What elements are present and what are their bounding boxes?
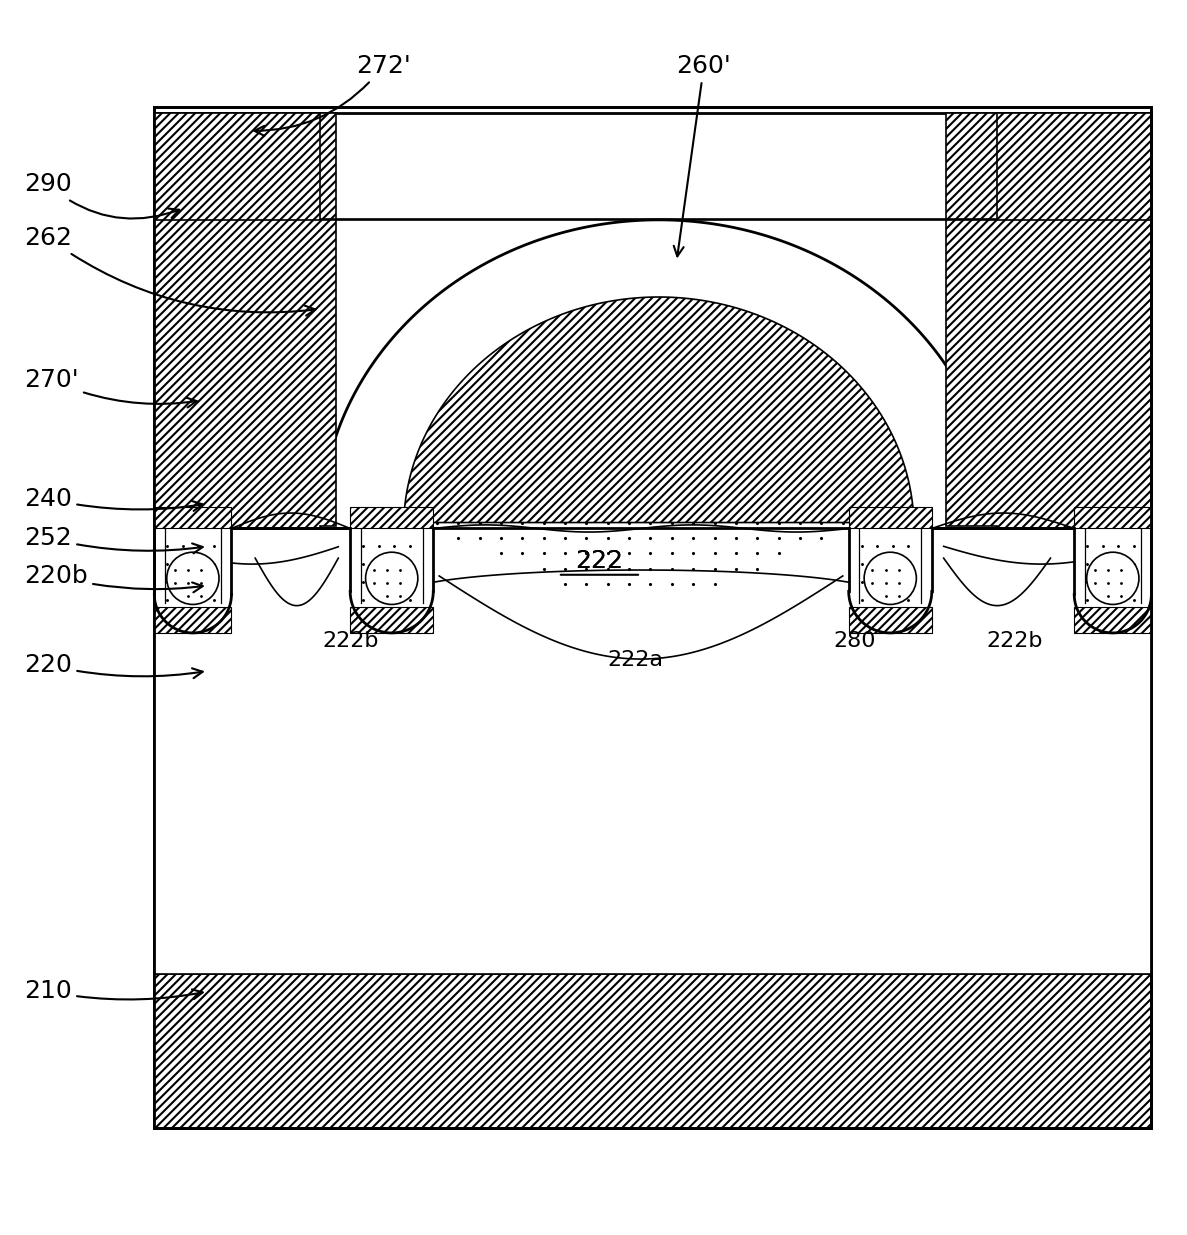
Circle shape	[1086, 552, 1140, 604]
Polygon shape	[154, 529, 231, 594]
Polygon shape	[350, 508, 433, 529]
Polygon shape	[154, 107, 1151, 1128]
Text: 272': 272'	[254, 53, 411, 136]
Circle shape	[366, 552, 418, 604]
Text: 220: 220	[24, 653, 203, 678]
Polygon shape	[154, 114, 1151, 529]
Polygon shape	[350, 592, 433, 632]
Text: 222b: 222b	[322, 631, 379, 651]
Polygon shape	[154, 114, 1151, 220]
Polygon shape	[350, 529, 433, 592]
Text: 280: 280	[833, 631, 876, 651]
Polygon shape	[1074, 594, 1151, 632]
Text: 210: 210	[24, 979, 203, 1003]
Polygon shape	[1074, 508, 1151, 529]
Text: 222a: 222a	[607, 651, 664, 671]
Polygon shape	[154, 114, 336, 529]
Polygon shape	[946, 114, 1151, 529]
Text: 240: 240	[24, 487, 203, 511]
Polygon shape	[154, 594, 231, 632]
Polygon shape	[350, 606, 433, 632]
Polygon shape	[404, 296, 914, 529]
Text: 260': 260'	[674, 53, 731, 257]
Text: 290: 290	[24, 172, 179, 219]
Polygon shape	[154, 973, 1151, 1128]
Polygon shape	[154, 529, 1151, 973]
Circle shape	[864, 552, 916, 604]
Polygon shape	[849, 606, 932, 632]
Text: 270': 270'	[24, 368, 197, 408]
Polygon shape	[849, 529, 932, 592]
Text: 222b: 222b	[986, 631, 1043, 651]
Text: 262: 262	[24, 226, 316, 316]
Polygon shape	[849, 592, 932, 632]
Circle shape	[166, 552, 218, 604]
Polygon shape	[849, 508, 932, 529]
Polygon shape	[1074, 606, 1151, 632]
Text: 220b: 220b	[24, 564, 203, 593]
Polygon shape	[154, 973, 1151, 1128]
Text: 222: 222	[576, 548, 623, 573]
Text: 252: 252	[24, 526, 203, 553]
Text: 222: 222	[576, 548, 623, 573]
Polygon shape	[154, 606, 231, 632]
Polygon shape	[404, 522, 878, 594]
Polygon shape	[154, 508, 231, 529]
Polygon shape	[1074, 529, 1151, 594]
Polygon shape	[320, 220, 997, 529]
